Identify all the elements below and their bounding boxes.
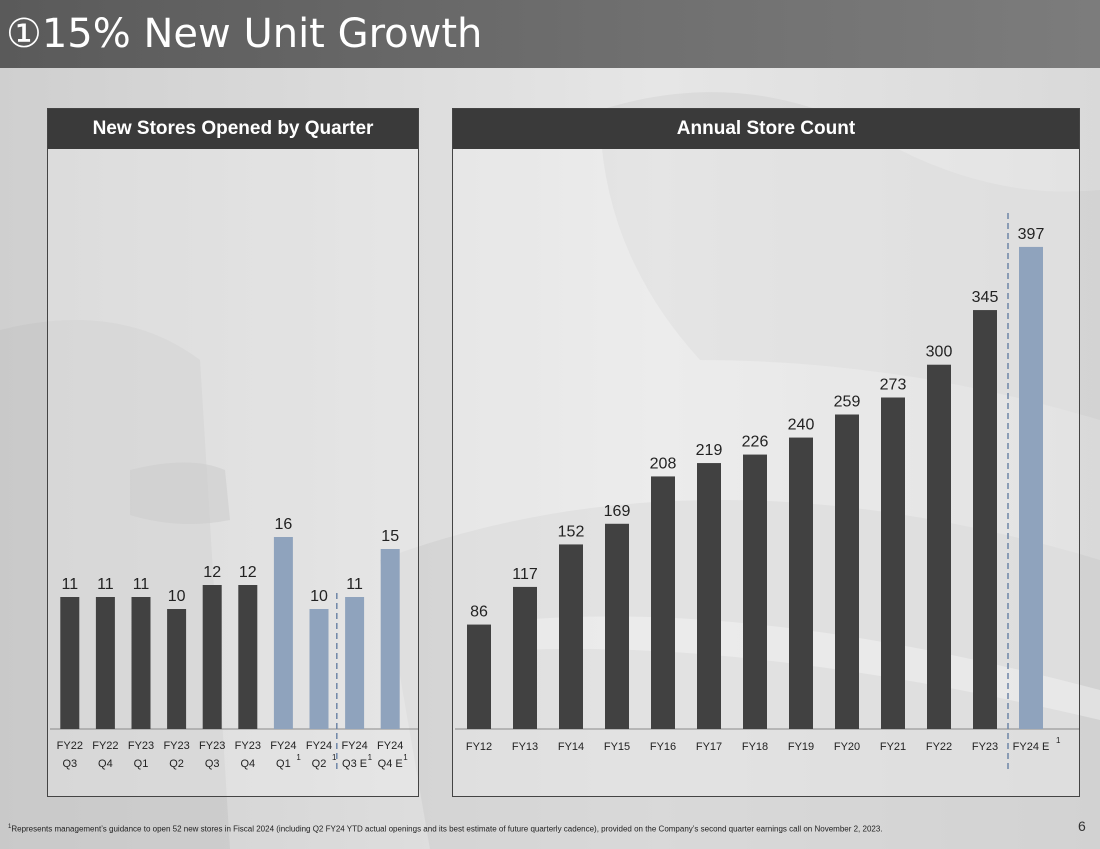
data-label: 10 [310, 588, 328, 605]
tick-footnote-marker: 1 [368, 753, 373, 762]
bar [697, 463, 721, 729]
bar [60, 597, 80, 729]
tick-footnote-marker: 1 [1056, 736, 1061, 745]
tick-label: FY19 [788, 741, 814, 753]
tick-label: FY24 [377, 740, 403, 752]
new-stores-bar-chart: 11FY22Q311FY22Q411FY23Q110FY23Q212FY23Q3… [50, 516, 418, 770]
data-label: 208 [650, 455, 677, 472]
tick-label: Q3 [205, 758, 220, 770]
data-label: 259 [834, 394, 861, 411]
bar [1019, 246, 1043, 729]
left-chart-title: New Stores Opened by Quarter [48, 109, 418, 149]
bar [238, 585, 258, 729]
bar [559, 544, 583, 729]
bar [273, 537, 293, 729]
tick-footnote-marker: 1 [403, 753, 408, 762]
data-label: 345 [972, 289, 999, 306]
annual-store-count-bar-chart: 86 FY12 117 FY13 152 FY14 169 FY15 208 FY16 219 FY1… [455, 213, 1079, 769]
bar [881, 397, 905, 729]
tick-footnote-marker: 1 [332, 753, 337, 762]
data-label: 12 [239, 564, 257, 581]
data-label: 11 [61, 576, 78, 593]
tick-label: Q1 [276, 758, 291, 770]
data-label: 273 [880, 377, 907, 394]
data-label: 117 [512, 566, 538, 583]
bar [467, 624, 491, 729]
page-number: 6 [1078, 818, 1086, 834]
footnote: 1Represents management’s guidance to ope… [8, 822, 1058, 835]
bar [605, 523, 629, 729]
tick-label: Q2 [312, 758, 327, 770]
bar [131, 597, 151, 729]
data-label: 169 [604, 503, 631, 520]
title-bar: ①15% New Unit Growth [0, 0, 1100, 68]
tick-label: Q2 [169, 758, 184, 770]
tick-label: FY17 [696, 741, 722, 753]
right-chart-panel: Annual Store Count 86 FY12 117 FY13 152 FY14 1… [452, 108, 1080, 797]
tick-label: Q4 [240, 758, 255, 770]
tick-label: FY23 [199, 740, 225, 752]
tick-label: FY24 [341, 740, 367, 752]
data-label: 240 [788, 417, 815, 434]
bar [309, 609, 329, 729]
bar [513, 586, 537, 729]
page-title: ①15% New Unit Growth [6, 11, 483, 57]
tick-label: Q3 [62, 758, 77, 770]
data-label: 300 [926, 344, 953, 361]
tick-label: FY24 E [1013, 741, 1050, 753]
tick-label: FY21 [880, 741, 906, 753]
tick-label: FY22 [92, 740, 118, 752]
bar [973, 310, 997, 729]
tick-label: FY14 [558, 741, 584, 753]
tick-label: Q4 E [378, 758, 403, 770]
tick-label: FY20 [834, 741, 860, 753]
tick-label: FY16 [650, 741, 676, 753]
tick-label: Q1 [134, 758, 149, 770]
tick-label: FY15 [604, 741, 630, 753]
bar [789, 437, 813, 729]
data-label: 15 [381, 528, 399, 545]
tick-label: Q4 [98, 758, 113, 770]
bar [835, 414, 859, 729]
tick-label: FY22 [57, 740, 83, 752]
tick-label: FY23 [128, 740, 154, 752]
left-chart-panel: New Stores Opened by Quarter 11 FY22 Q3 11 F… [47, 108, 419, 797]
tick-footnote-marker: 1 [296, 753, 301, 762]
bar [167, 609, 187, 729]
data-label: 11 [97, 576, 114, 593]
tick-label: FY13 [512, 741, 538, 753]
data-label: 12 [203, 564, 221, 581]
tick-label: FY18 [742, 741, 768, 753]
bar [743, 454, 767, 729]
tick-label: FY24 [270, 740, 296, 752]
right-chart-title: Annual Store Count [453, 109, 1079, 149]
bar [380, 549, 400, 729]
data-label: 16 [275, 516, 293, 533]
data-label: 10 [168, 588, 186, 605]
bar [95, 597, 115, 729]
bar [927, 364, 951, 729]
tick-label: FY22 [926, 741, 952, 753]
footnote-marker: 1 [8, 824, 12, 830]
data-label: 397 [1018, 226, 1045, 243]
tick-label: FY12 [466, 741, 492, 753]
tick-label: FY23 [972, 741, 998, 753]
bar [345, 597, 365, 729]
data-label: 152 [558, 523, 585, 540]
tick-label: FY24 [306, 740, 332, 752]
bar [651, 476, 675, 729]
tick-label: FY23 [163, 740, 189, 752]
footnote-text: Represents management’s guidance to open… [11, 824, 883, 834]
data-label: 11 [133, 576, 150, 593]
data-label: 219 [696, 442, 723, 459]
data-label: 11 [346, 576, 363, 593]
tick-label: Q3 E [342, 758, 367, 770]
bar [202, 585, 222, 729]
data-label: 86 [470, 604, 488, 621]
tick-label: FY23 [235, 740, 261, 752]
data-label: 226 [742, 434, 769, 451]
